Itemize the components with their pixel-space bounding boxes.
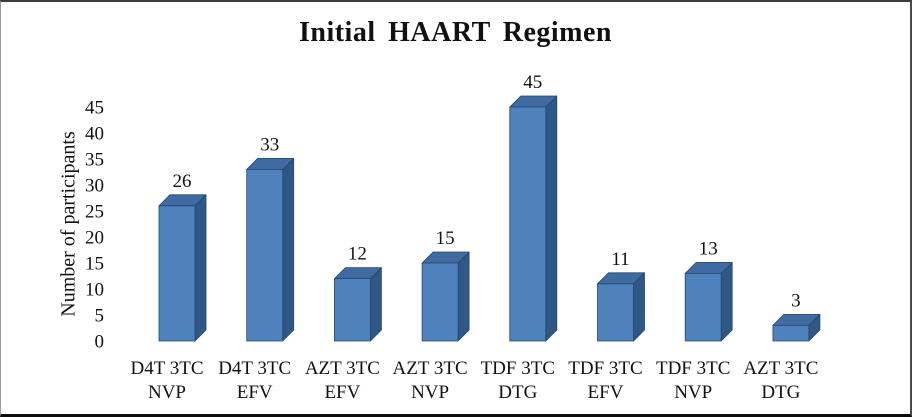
y-tick-label: 0 bbox=[95, 332, 105, 353]
x-category-label-line1: D4T 3TC bbox=[130, 358, 203, 379]
bar-side-face bbox=[720, 261, 733, 342]
bar-value-label: 15 bbox=[436, 228, 455, 249]
bar-side-face bbox=[194, 194, 207, 342]
chart-title: Initial HAART Regimen bbox=[298, 17, 612, 48]
bar-side-face bbox=[282, 157, 295, 342]
bar bbox=[509, 106, 547, 342]
x-category-label-line1: D4T 3TC bbox=[218, 358, 291, 379]
x-category-label-line2: NVP bbox=[148, 382, 186, 403]
x-category-label-line2: NVP bbox=[411, 382, 449, 403]
bar-value-label: 11 bbox=[611, 249, 629, 270]
bar bbox=[684, 272, 722, 342]
y-tick-label: 45 bbox=[85, 98, 104, 119]
y-tick-label: 15 bbox=[85, 254, 104, 275]
bar bbox=[597, 283, 634, 342]
bar bbox=[772, 324, 810, 342]
bar-value-label: 12 bbox=[348, 244, 367, 265]
x-category-label-line1: AZT 3TC bbox=[743, 358, 818, 379]
y-tick-label: 20 bbox=[85, 228, 104, 249]
x-category-label-line2: DTG bbox=[761, 382, 800, 403]
bar-value-label: 45 bbox=[523, 72, 542, 93]
bar-value-label: 3 bbox=[791, 290, 801, 311]
y-tick-label: 5 bbox=[95, 306, 105, 327]
bar-value-label: 13 bbox=[699, 238, 718, 259]
y-tick-label: 30 bbox=[85, 176, 104, 197]
x-category-label-line1: TDF 3TC bbox=[568, 358, 642, 379]
bar-side-face bbox=[633, 272, 645, 342]
x-category-label-line1: AZT 3TC bbox=[305, 358, 380, 379]
bar-side-face bbox=[545, 95, 558, 342]
y-tick-label: 40 bbox=[85, 124, 104, 145]
bar bbox=[158, 205, 196, 342]
y-tick-label: 35 bbox=[85, 150, 104, 171]
x-category-label-line2: DTG bbox=[498, 382, 537, 403]
x-category-label-line2: EFV bbox=[588, 382, 624, 403]
x-category-label-line2: NVP bbox=[674, 382, 712, 403]
bar bbox=[421, 262, 459, 342]
bar bbox=[333, 278, 371, 342]
x-category-label-line1: TDF 3TC bbox=[656, 358, 730, 379]
bar-value-label: 33 bbox=[260, 134, 279, 155]
x-category-label-line2: EFV bbox=[324, 382, 360, 403]
y-tick-label: 25 bbox=[85, 202, 104, 223]
x-category-label-line2: EFV bbox=[237, 382, 273, 403]
bar-value-label: 26 bbox=[173, 171, 192, 192]
bar bbox=[246, 168, 284, 342]
y-tick-label: 10 bbox=[85, 280, 104, 301]
x-category-label-line1: AZT 3TC bbox=[393, 358, 468, 379]
bar-side-face bbox=[369, 267, 382, 342]
bar-side-face bbox=[457, 251, 470, 342]
x-category-label-line1: TDF 3TC bbox=[481, 358, 555, 379]
